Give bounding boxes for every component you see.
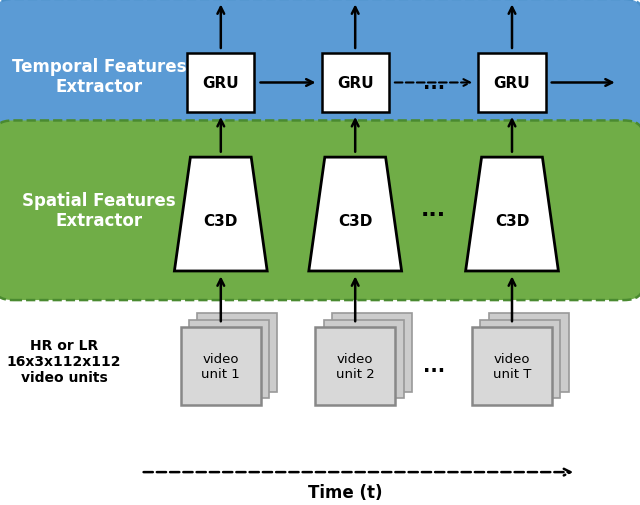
Text: video
unit 2: video unit 2 (336, 352, 374, 380)
FancyBboxPatch shape (316, 327, 396, 405)
Text: ...: ... (422, 357, 445, 376)
Text: C3D: C3D (204, 213, 238, 228)
Polygon shape (309, 158, 402, 272)
Text: Time (t): Time (t) (308, 483, 383, 501)
Text: video
unit T: video unit T (493, 352, 531, 380)
Text: Temporal Features
Extractor: Temporal Features Extractor (12, 58, 186, 96)
Text: video
unit 1: video unit 1 (202, 352, 240, 380)
FancyBboxPatch shape (322, 55, 389, 112)
Text: ...: ... (422, 74, 445, 93)
FancyBboxPatch shape (0, 0, 640, 154)
FancyBboxPatch shape (481, 320, 561, 399)
Text: C3D: C3D (495, 213, 529, 228)
Text: Spatial Features
Extractor: Spatial Features Extractor (22, 191, 176, 230)
FancyBboxPatch shape (479, 55, 545, 112)
FancyBboxPatch shape (189, 320, 269, 399)
FancyBboxPatch shape (180, 327, 261, 405)
FancyBboxPatch shape (472, 327, 552, 405)
Text: GRU: GRU (337, 76, 374, 91)
FancyBboxPatch shape (332, 314, 412, 392)
FancyBboxPatch shape (197, 314, 278, 392)
Text: GRU: GRU (493, 76, 531, 91)
Text: GRU: GRU (202, 76, 239, 91)
FancyBboxPatch shape (324, 320, 404, 399)
Polygon shape (174, 158, 268, 272)
Text: ...: ... (421, 199, 446, 220)
Text: C3D: C3D (338, 213, 372, 228)
Polygon shape (466, 158, 559, 272)
FancyBboxPatch shape (0, 121, 640, 300)
FancyBboxPatch shape (489, 314, 569, 392)
FancyBboxPatch shape (187, 55, 254, 112)
Text: HR or LR
16x3x112x112
video units: HR or LR 16x3x112x112 video units (7, 338, 121, 384)
